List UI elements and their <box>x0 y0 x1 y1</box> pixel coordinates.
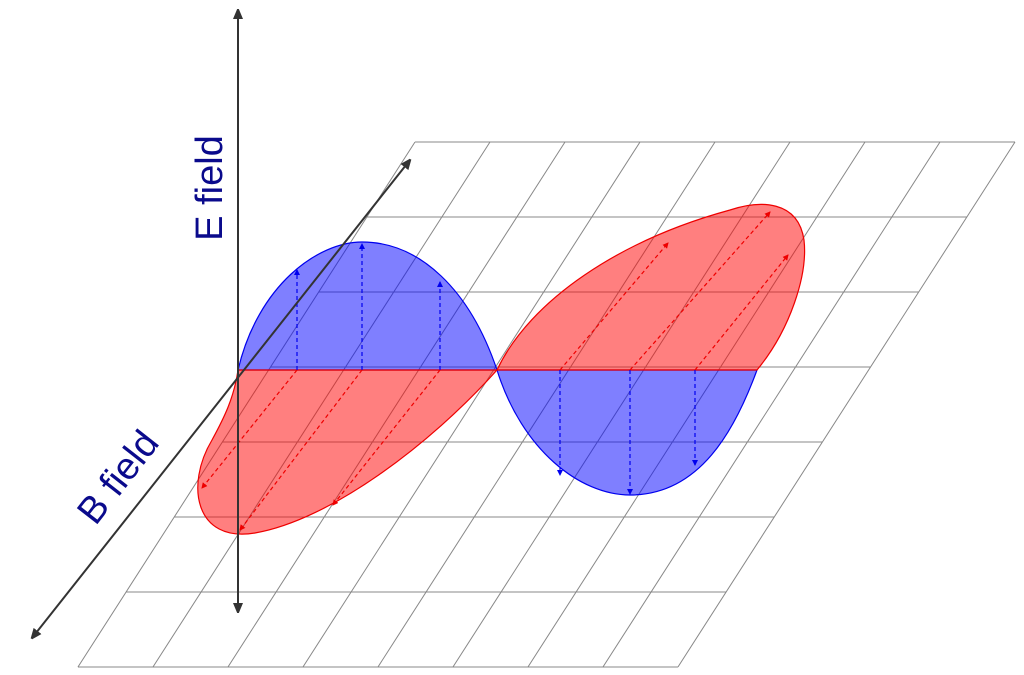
b-axis-label: B field <box>69 423 167 532</box>
grid-line <box>677 141 1016 668</box>
b-wave-second <box>496 203 806 371</box>
e-axis-label: E field <box>189 135 231 241</box>
b-axis <box>32 160 410 638</box>
e-wave-positive <box>237 241 498 371</box>
grid-line <box>602 141 941 668</box>
b-wave-first <box>197 369 499 535</box>
e-wave-negative <box>496 369 758 496</box>
